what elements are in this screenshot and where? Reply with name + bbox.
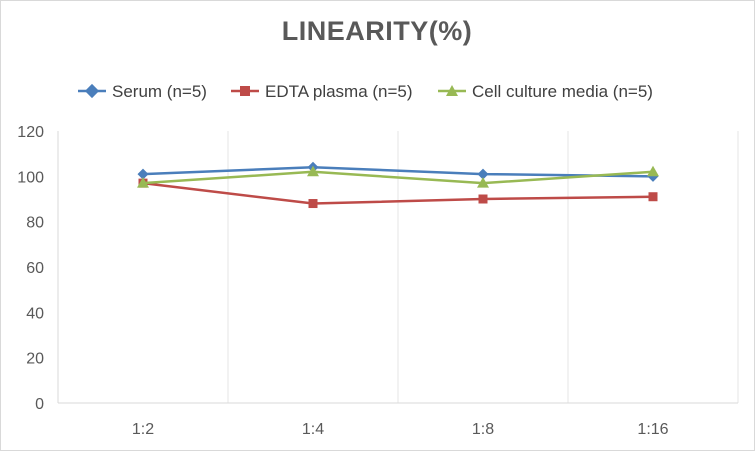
legend-label-serum: Serum (n=5) — [112, 82, 207, 101]
data-point — [648, 192, 658, 202]
data-point — [308, 199, 318, 209]
series-line — [142, 170, 654, 185]
y-tick-label: 40 — [26, 305, 44, 322]
series-line — [142, 181, 654, 205]
data-point — [647, 165, 659, 177]
x-tick-label: 1:4 — [302, 421, 324, 438]
plot-grid — [57, 131, 739, 404]
legend-item-serum: Serum (n=5) — [78, 82, 207, 101]
data-point — [477, 177, 489, 188]
x-axis-ticks: 1:2 1:4 1:8 1:16 — [132, 421, 669, 438]
data-point — [477, 168, 489, 180]
x-tick-label: 1:8 — [472, 421, 494, 438]
y-tick-label: 0 — [35, 396, 44, 413]
data-point — [137, 168, 149, 180]
y-tick-label: 120 — [17, 124, 44, 141]
series-2 — [137, 165, 659, 188]
series-0 — [137, 161, 659, 182]
y-axis-ticks: 0 20 40 60 80 100 120 — [17, 124, 44, 413]
legend-label-cell-culture-media: Cell culture media (n=5) — [472, 82, 653, 101]
data-point — [137, 177, 149, 188]
legend: Serum (n=5) EDTA plasma (n=5) Cell cultu… — [78, 82, 653, 101]
data-point — [478, 194, 488, 204]
legend-item-cell-culture-media: Cell culture media (n=5) — [438, 82, 653, 101]
legend-label-edta-plasma: EDTA plasma (n=5) — [265, 82, 413, 101]
y-tick-label: 80 — [26, 215, 44, 232]
data-point — [307, 165, 319, 177]
y-tick-label: 20 — [26, 351, 44, 368]
y-tick-label: 60 — [26, 260, 44, 277]
legend-item-edta-plasma: EDTA plasma (n=5) — [231, 82, 413, 101]
series-line — [142, 166, 654, 178]
chart-title: LINEARITY(%) — [282, 16, 473, 46]
x-tick-label: 1:2 — [132, 421, 154, 438]
series-layer — [137, 161, 659, 209]
x-tick-label: 1:16 — [637, 421, 668, 438]
y-tick-label: 100 — [17, 169, 44, 186]
